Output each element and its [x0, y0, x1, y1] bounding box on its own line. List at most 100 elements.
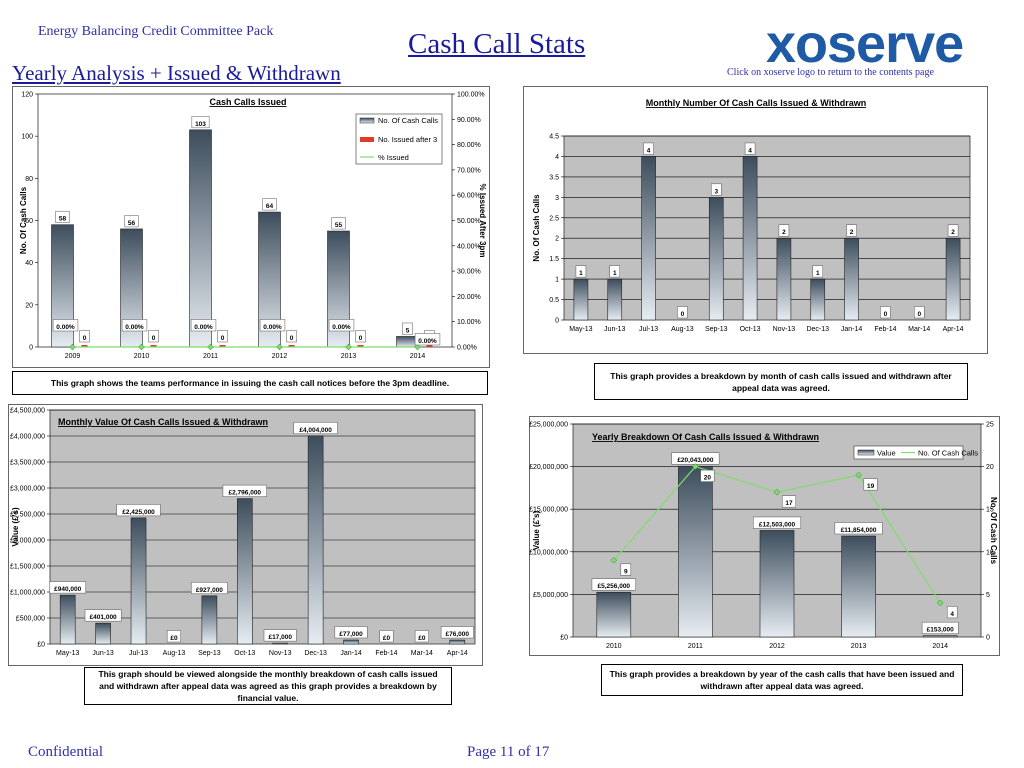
data-label-box: [379, 630, 394, 643]
y2-tick-label: 10.00%: [457, 319, 481, 326]
bar-issued-after-3: [426, 345, 433, 347]
data-label-cash-calls: 55: [335, 222, 343, 229]
data-label-percent-issued: 0.00%: [418, 338, 437, 345]
data-label-box: [921, 621, 959, 634]
marker-percent-issued: [207, 343, 214, 351]
chart-monthly-value-svg: £0 £500,000 £1,000,000 £1,500,000 £2,000,000…: [8, 404, 483, 666]
y-tick-label: 3: [555, 195, 559, 202]
bar: [236, 498, 253, 645]
data-label: £11,854,000: [841, 527, 877, 534]
y2-tick-label: 90.00%: [457, 117, 481, 124]
data-label: 1: [613, 270, 617, 277]
data-label: £5,256,000: [598, 583, 631, 590]
y-tick-label: £0: [560, 635, 568, 642]
y2-tick-label: 25: [986, 422, 994, 429]
data-label: 4: [647, 147, 651, 154]
chart-title: Monthly Number Of Cash Calls Issued & Wi…: [646, 98, 866, 108]
data-label-cash-calls: 64: [266, 203, 274, 210]
marker-no-of-cash-calls: [692, 463, 699, 470]
x-tick-label: Oct-13: [740, 326, 761, 333]
x-tick-label: Jan-14: [340, 650, 362, 657]
data-label: £0: [383, 635, 391, 642]
x-tick-label: Apr-14: [447, 650, 468, 657]
x-tick-label: 2012: [272, 353, 288, 360]
x-tick-label: Nov-13: [269, 650, 292, 657]
data-label-box: [846, 224, 857, 237]
chart-title: Monthly Value Of Cash Calls Issued & Wit…: [58, 417, 268, 427]
xoserve-logo-text: xoserve: [766, 18, 963, 68]
data-label: £153,000: [927, 627, 954, 634]
chart-yearly-breakdown-svg: £0 £5,000,000 £10,000,000 £15,000,000 £20,00…: [529, 416, 1000, 656]
x-tick-label: Jan-14: [841, 326, 863, 333]
y2-tick-label: 15: [986, 507, 994, 514]
data-label: £76,000: [446, 631, 470, 638]
chart-monthly-number-svg: 0 0.5 1 1.5 2 2.5 3 3.5 4 4.5 May-13 Jun-13 Jul-13 Au…: [523, 86, 988, 354]
x-tick-label: 2010: [134, 353, 150, 360]
data-label-percent-issued-box: [414, 333, 441, 346]
marker-percent-issued: [345, 343, 352, 351]
y-tick-label: £2,000,000: [10, 538, 45, 545]
data-label-percent-issued-box: [259, 319, 286, 332]
data-label-box: [293, 422, 338, 435]
data-label-issued-after-3-box: [217, 330, 228, 343]
y2-tick-label: 40.00%: [457, 243, 481, 250]
data-label-issued-after-3: 0: [359, 335, 363, 342]
bar: [759, 530, 795, 638]
x-tick-label: Sep-13: [705, 326, 728, 333]
data-label: £940,000: [54, 586, 81, 593]
legend-swatch: [857, 449, 875, 456]
x-tick-label: Nov-13: [773, 326, 796, 333]
legend-swatch: [360, 137, 374, 142]
x-tick-label: 2013: [851, 643, 867, 650]
data-label-no-of-cash-calls-box: [700, 469, 715, 482]
x-tick-label: 2014: [932, 643, 948, 650]
x-tick-label: Dec-13: [304, 650, 327, 657]
data-label-box: [222, 484, 267, 497]
marker-no-of-cash-calls: [610, 556, 618, 564]
data-label-box: [84, 609, 122, 622]
data-label: 2: [951, 229, 955, 236]
x-tick-label: Mar-14: [411, 650, 433, 657]
bar: [201, 595, 218, 645]
data-label: 1: [579, 270, 583, 277]
data-label-box: [834, 522, 883, 535]
data-label-box: [334, 626, 368, 639]
data-label-no-of-cash-calls: 20: [704, 475, 712, 482]
y-tick-label: 100: [21, 134, 33, 141]
chart-title: Cash Calls Issued: [209, 97, 286, 107]
chart-monthly-value: £0 £500,000 £1,000,000 £1,500,000 £2,000,000…: [8, 404, 483, 666]
bar: [449, 639, 466, 645]
marker-percent-issued: [414, 343, 421, 351]
y2-axis-label: % Issued After 3pm: [478, 184, 487, 258]
data-label-percent-issued: 0.00%: [263, 324, 282, 331]
x-tick-label: 2011: [688, 643, 703, 650]
data-label-issued-after-3-box: [79, 330, 90, 343]
y2-tick-label: 5: [986, 592, 990, 599]
y-tick-label: 4.5: [549, 134, 559, 141]
data-label-cash-calls-box: [124, 215, 139, 228]
y-tick-label: 0: [555, 318, 559, 325]
y-tick-label: £4,000,000: [10, 434, 45, 441]
bar-issued-after-3: [357, 345, 364, 347]
x-tick-label: Jun-13: [92, 650, 114, 657]
y-tick-label: 2: [555, 236, 559, 243]
page-title: Cash Call Stats: [408, 28, 586, 60]
data-label-box: [711, 183, 722, 196]
marker-no-of-cash-calls: [773, 488, 781, 496]
xoserve-logo[interactable]: xoserve: [764, 18, 1000, 68]
data-label-no-of-cash-calls: 9: [624, 568, 628, 575]
y2-tick-label: 10: [986, 549, 994, 556]
x-tick-label: May-13: [569, 326, 592, 333]
y-tick-label: £1,500,000: [10, 564, 45, 571]
x-tick-label: Mar-14: [908, 326, 930, 333]
data-label-no-of-cash-calls: 19: [867, 483, 875, 490]
x-tick-label: 2011: [203, 353, 218, 360]
y-axis-label: No. Of Cash Calls: [19, 186, 28, 254]
legend-label: % Issued: [378, 153, 409, 162]
data-label: 0: [884, 311, 888, 318]
data-label: £0: [170, 635, 178, 642]
y-tick-label: 1.5: [549, 256, 559, 263]
section-title: Yearly Analysis + Issued & Withdrawn: [12, 61, 341, 85]
data-label: £17,000: [268, 634, 292, 641]
data-label-box: [880, 306, 891, 319]
